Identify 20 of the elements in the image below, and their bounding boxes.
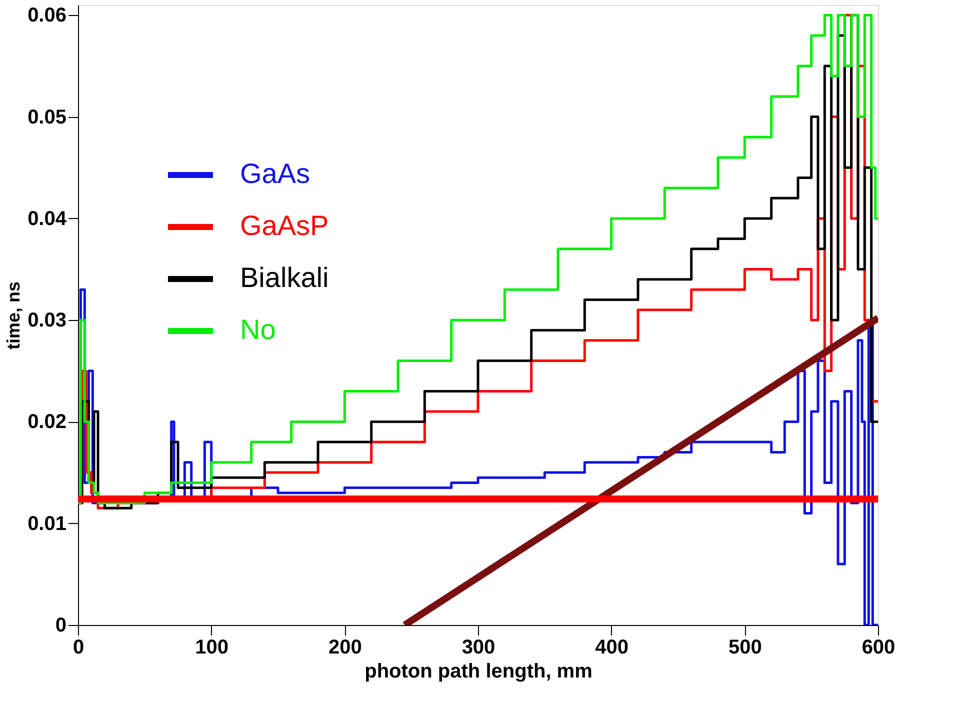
legend-label: GaAsP [240, 210, 329, 241]
y-tick-label: 0.04 [28, 208, 68, 230]
x-tick-label: 300 [462, 636, 496, 658]
y-tick-label: 0.03 [28, 310, 66, 332]
y-axis-title: time, ns [4, 281, 24, 350]
y-tick-label: 0.05 [28, 106, 66, 128]
x-tick-label: 600 [862, 636, 896, 658]
legend-label: No [240, 314, 276, 345]
x-tick-label: 400 [595, 636, 629, 658]
y-tick-label: 0.02 [28, 411, 66, 434]
x-axis-title: photon path length, mm [364, 660, 592, 682]
x-tick-label: 0 [72, 636, 84, 658]
y-tick-label: 0 [55, 614, 66, 636]
legend-label: GaAs [240, 158, 310, 189]
y-tick-label: 0.06 [28, 4, 66, 27]
x-tick-label: 200 [328, 636, 362, 658]
y-tick-label: 0.01 [28, 512, 66, 535]
legend-label: Bialkali [240, 262, 329, 293]
x-tick-label: 100 [195, 636, 229, 658]
x-tick-label: 500 [728, 636, 762, 658]
